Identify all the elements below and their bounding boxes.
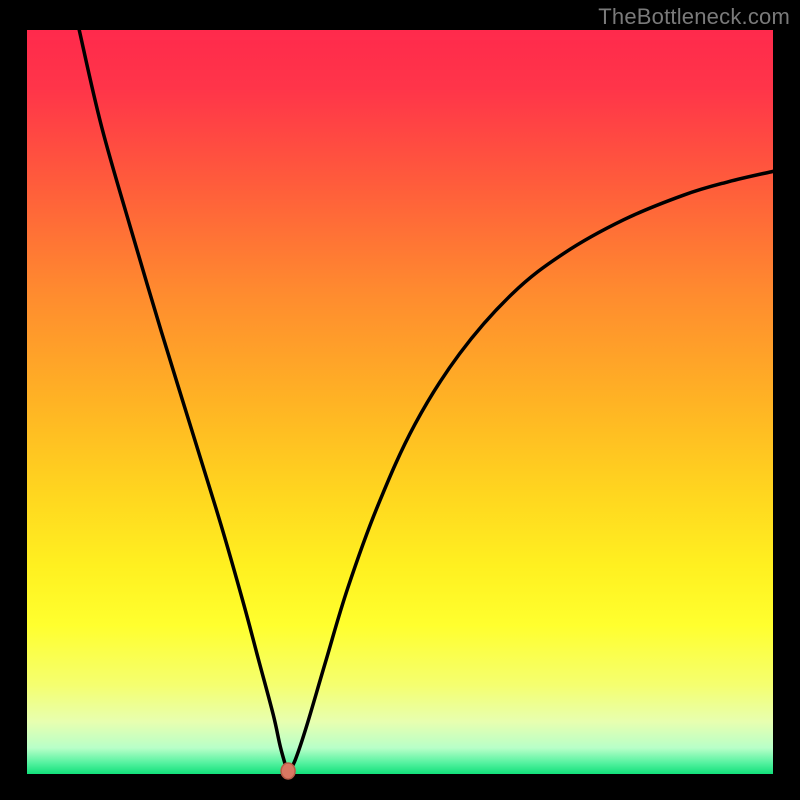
bottleneck-chart [0,0,800,800]
watermark-label: TheBottleneck.com [598,4,790,30]
plot-background [27,30,773,774]
optimum-marker [281,763,295,779]
chart-container: TheBottleneck.com [0,0,800,800]
